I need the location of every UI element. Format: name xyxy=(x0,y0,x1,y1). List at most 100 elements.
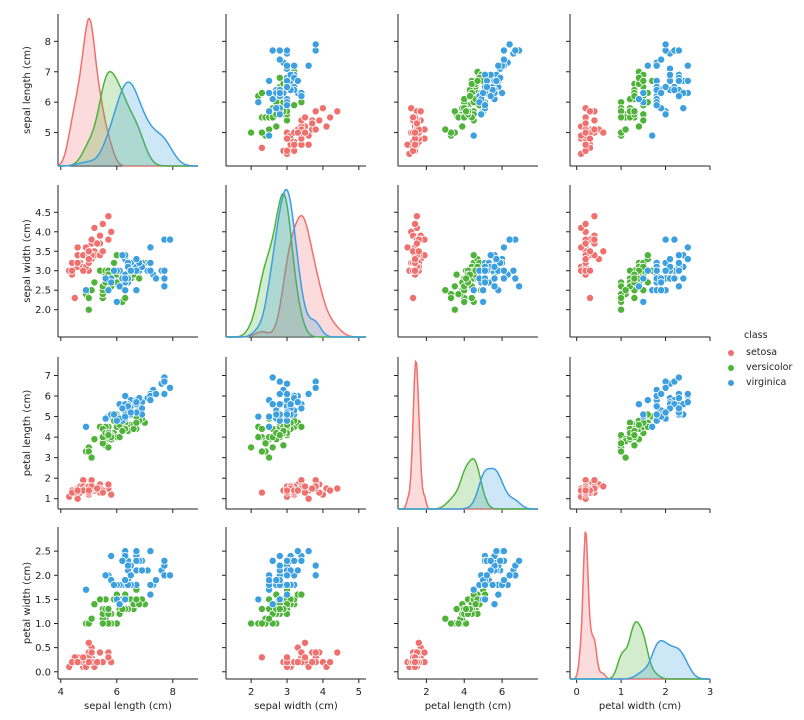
scatter-point-virginica xyxy=(254,595,263,604)
ytick-label-sepal-length: 7 xyxy=(45,67,51,78)
ytick-label-petal-length: 2 xyxy=(45,474,51,485)
scatter-point-versicolor xyxy=(110,258,119,267)
scatter-point-setosa xyxy=(79,653,88,662)
scatter-point-virginica xyxy=(674,92,683,101)
scatter-point-virginica xyxy=(132,398,141,407)
scatter-point-versicolor xyxy=(104,431,113,440)
scatter-point-virginica xyxy=(293,76,302,85)
scatter-point-setosa xyxy=(599,482,608,491)
scatter-point-virginica xyxy=(311,561,320,570)
scatter-point-setosa xyxy=(322,122,331,131)
scatter-point-virginica xyxy=(674,373,683,382)
scatter-point-setosa xyxy=(581,486,590,495)
scatter-point-virginica xyxy=(480,595,489,604)
scatter-point-virginica xyxy=(479,89,488,98)
scatter-point-virginica xyxy=(265,107,274,116)
scatter-point-versicolor xyxy=(87,453,96,462)
scatter-point-versicolor xyxy=(275,431,284,440)
scatter-point-versicolor xyxy=(441,286,450,295)
scatter-point-setosa xyxy=(586,266,595,275)
ytick-label-sepal-width: 4.5 xyxy=(35,208,51,219)
legend-marker-versicolor xyxy=(727,364,735,372)
scatter-point-virginica xyxy=(683,398,692,407)
scatter-point-versicolor xyxy=(450,282,459,291)
kde-line-virginica-petal-width xyxy=(570,639,710,680)
scatter-point-versicolor xyxy=(132,595,141,604)
scatter-point-setosa xyxy=(104,212,113,221)
scatter-point-virginica xyxy=(674,46,683,55)
scatter-point-virginica xyxy=(282,556,291,565)
ytick-label-petal-length: 7 xyxy=(45,371,51,382)
scatter-point-setosa xyxy=(282,146,291,155)
ytick-label-petal-width: 2.0 xyxy=(35,571,51,582)
scatter-point-virginica xyxy=(151,576,160,585)
scatter-point-virginica xyxy=(146,547,155,556)
scatter-point-virginica xyxy=(146,243,155,252)
scatter-point-virginica xyxy=(670,274,679,283)
scatter-point-setosa xyxy=(87,648,96,657)
scatter-point-versicolor xyxy=(452,270,461,279)
scatter-point-setosa xyxy=(93,658,102,667)
scatter-point-versicolor xyxy=(84,293,93,302)
scatter-point-virginica xyxy=(268,373,277,382)
scatter-point-versicolor xyxy=(617,447,626,456)
scatter-point-virginica xyxy=(469,286,478,295)
kde-fill-virginica-sepal-width xyxy=(226,189,366,337)
scatter-point-virginica xyxy=(499,266,508,275)
scatter-point-versicolor xyxy=(458,122,467,131)
scatter-point-virginica xyxy=(492,547,501,556)
scatter-point-setosa xyxy=(68,266,77,275)
scatter-point-virginica xyxy=(670,235,679,244)
scatter-point-setosa xyxy=(300,113,309,122)
scatter-point-setosa xyxy=(308,484,317,493)
scatter-point-setosa xyxy=(590,125,599,134)
scatter-point-virginica xyxy=(482,571,491,580)
scatter-point-versicolor xyxy=(90,278,99,287)
scatter-point-virginica xyxy=(494,61,503,70)
scatter-point-virginica xyxy=(282,571,291,580)
kde-fill-virginica-sepal-length xyxy=(58,82,198,166)
legend-item-virginica: virginica xyxy=(722,375,802,390)
xtick-label-sepal-width: 5 xyxy=(356,687,362,698)
scatter-point-versicolor xyxy=(639,116,648,125)
scatter-point-virginica xyxy=(490,600,499,609)
scatter-point-virginica xyxy=(674,394,683,403)
scatter-point-virginica xyxy=(126,408,135,417)
scatter-point-versicolor xyxy=(460,297,469,306)
scatter-point-versicolor xyxy=(290,101,299,110)
scatter-point-virginica xyxy=(121,274,130,283)
scatter-point-virginica xyxy=(505,571,514,580)
scatter-point-setosa xyxy=(73,658,82,667)
scatter-point-virginica xyxy=(674,258,683,267)
scatter-point-setosa xyxy=(311,107,320,116)
scatter-point-virginica xyxy=(132,547,141,556)
ylabel-sepal-length: sepal length (cm) xyxy=(22,46,33,134)
scatter-point-setosa xyxy=(104,235,113,244)
scatter-point-virginica xyxy=(652,266,661,275)
scatter-point-setosa xyxy=(98,219,107,228)
scatter-point-virginica xyxy=(486,251,495,260)
scatter-point-virginica xyxy=(282,379,291,388)
scatter-point-versicolor xyxy=(247,619,256,628)
kde-line-versicolor-sepal-length xyxy=(58,70,198,167)
scatter-point-virginica xyxy=(265,576,274,585)
scatter-point-virginica xyxy=(275,561,284,570)
scatter-point-virginica xyxy=(146,590,155,599)
scatter-point-virginica xyxy=(670,86,679,95)
scatter-point-setosa xyxy=(304,494,313,503)
scatter-point-setosa xyxy=(96,231,105,240)
scatter-point-versicolor xyxy=(247,443,256,452)
scatter-point-virginica xyxy=(496,556,505,565)
scatter-point-virginica xyxy=(515,556,524,565)
scatter-point-virginica xyxy=(290,61,299,70)
scatter-point-virginica xyxy=(151,274,160,283)
scatter-point-virginica xyxy=(683,243,692,252)
scatter-point-setosa xyxy=(311,648,320,657)
scatter-point-setosa xyxy=(410,658,419,667)
scatter-point-setosa xyxy=(293,658,302,667)
xlabel-petal-width: petal width (cm) xyxy=(599,701,681,712)
scatter-point-virginica xyxy=(652,101,661,110)
scatter-point-versicolor xyxy=(630,431,639,440)
scatter-point-versicolor xyxy=(630,274,639,283)
scatter-point-setosa xyxy=(410,128,419,137)
